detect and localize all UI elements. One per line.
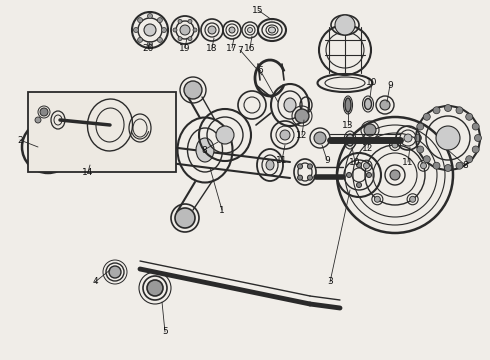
Circle shape (147, 41, 152, 46)
Circle shape (144, 24, 156, 36)
Circle shape (208, 26, 216, 34)
Circle shape (138, 37, 143, 42)
Circle shape (364, 163, 369, 169)
Circle shape (247, 27, 252, 32)
Circle shape (180, 25, 190, 35)
Circle shape (133, 27, 139, 32)
Text: 7: 7 (237, 45, 243, 54)
Text: 6: 6 (257, 66, 263, 75)
Text: 5: 5 (162, 328, 168, 337)
Bar (28, 92, 176, 172)
Circle shape (415, 135, 421, 141)
Text: 16: 16 (244, 44, 256, 53)
Ellipse shape (266, 160, 274, 170)
Text: 10: 10 (366, 77, 378, 86)
Circle shape (147, 14, 152, 18)
Ellipse shape (77, 141, 83, 149)
Text: 4: 4 (92, 278, 98, 287)
Circle shape (417, 123, 424, 130)
Circle shape (162, 27, 167, 32)
Text: 3: 3 (327, 278, 333, 287)
Text: 11: 11 (402, 158, 414, 166)
Text: 2: 2 (17, 135, 23, 144)
Circle shape (297, 175, 302, 180)
Circle shape (466, 113, 473, 120)
Circle shape (474, 135, 482, 141)
Text: 10: 10 (349, 158, 361, 166)
Circle shape (472, 146, 479, 153)
Text: 20: 20 (142, 44, 154, 53)
Text: 15: 15 (252, 5, 264, 14)
Circle shape (157, 18, 162, 23)
Circle shape (216, 126, 234, 144)
Ellipse shape (196, 138, 214, 162)
Circle shape (357, 162, 362, 167)
Circle shape (297, 164, 302, 169)
Text: 8: 8 (201, 145, 207, 154)
Text: 8: 8 (462, 161, 468, 170)
Text: 9: 9 (324, 156, 330, 165)
Ellipse shape (136, 138, 144, 148)
Text: 12: 12 (362, 144, 374, 153)
Circle shape (433, 107, 440, 114)
Circle shape (188, 37, 192, 41)
Circle shape (357, 183, 362, 188)
Circle shape (417, 146, 424, 153)
Text: 18: 18 (206, 44, 218, 53)
Circle shape (157, 37, 162, 42)
Circle shape (138, 18, 143, 23)
Circle shape (436, 126, 460, 150)
Circle shape (35, 117, 41, 123)
Circle shape (444, 165, 451, 171)
Text: 14: 14 (82, 167, 94, 176)
Circle shape (307, 164, 313, 169)
Circle shape (472, 123, 479, 130)
Circle shape (147, 280, 163, 296)
Circle shape (184, 81, 202, 99)
Text: 1: 1 (219, 206, 225, 215)
Ellipse shape (345, 98, 351, 112)
Circle shape (40, 108, 48, 116)
Circle shape (456, 107, 463, 114)
Text: 11: 11 (276, 156, 288, 165)
Circle shape (444, 104, 451, 112)
Text: 13: 13 (342, 121, 354, 130)
Circle shape (178, 19, 182, 23)
Circle shape (374, 196, 380, 202)
Circle shape (173, 28, 177, 32)
Circle shape (193, 28, 197, 32)
Ellipse shape (269, 27, 275, 33)
Text: 19: 19 (179, 44, 191, 53)
Circle shape (420, 163, 426, 169)
Circle shape (466, 156, 473, 163)
Text: 17: 17 (226, 44, 238, 53)
Circle shape (392, 142, 398, 148)
Circle shape (380, 100, 390, 110)
Circle shape (314, 132, 326, 144)
Circle shape (364, 124, 376, 136)
Ellipse shape (346, 134, 354, 146)
Circle shape (175, 208, 195, 228)
Ellipse shape (284, 98, 296, 112)
Circle shape (404, 134, 412, 142)
Text: 9: 9 (387, 81, 393, 90)
Circle shape (346, 172, 351, 177)
Circle shape (229, 27, 235, 33)
Circle shape (456, 162, 463, 169)
Circle shape (188, 19, 192, 23)
Circle shape (307, 175, 313, 180)
Circle shape (335, 15, 355, 35)
Circle shape (295, 109, 309, 123)
Text: 12: 12 (296, 131, 308, 140)
Ellipse shape (365, 99, 371, 109)
Circle shape (423, 156, 430, 163)
Circle shape (410, 196, 416, 202)
Circle shape (433, 162, 440, 169)
Circle shape (109, 266, 121, 278)
Circle shape (423, 113, 430, 120)
Circle shape (390, 170, 400, 180)
Circle shape (367, 172, 371, 177)
Circle shape (280, 130, 290, 140)
Circle shape (178, 37, 182, 41)
